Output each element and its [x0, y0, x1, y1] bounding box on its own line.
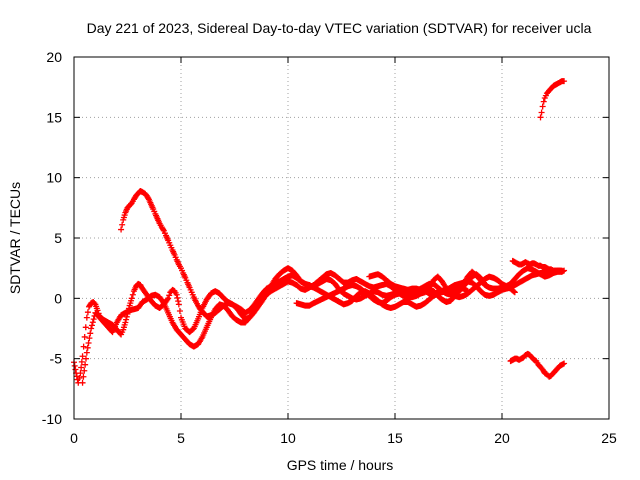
series-track-h — [537, 78, 568, 121]
data-point — [78, 364, 85, 371]
data-point — [160, 298, 167, 305]
data-point — [174, 294, 181, 301]
data-point — [173, 291, 180, 298]
data-point — [123, 316, 130, 323]
data-point — [79, 353, 86, 360]
series-track-a — [71, 267, 565, 386]
y-axis-label: SDTVAR / TECUs — [7, 182, 23, 294]
data-point — [87, 330, 94, 337]
data-point — [91, 300, 98, 307]
series-track-g — [507, 350, 568, 380]
data-point — [72, 366, 79, 373]
chart-title: Day 221 of 2023, Sidereal Day-to-day VTE… — [87, 20, 592, 36]
x-axis-label: GPS time / hours — [287, 457, 394, 473]
y-tick-label: 10 — [46, 170, 62, 186]
data-point — [81, 333, 88, 340]
data-point — [71, 362, 78, 369]
data-point — [119, 221, 126, 228]
y-tick-label: 15 — [46, 109, 62, 125]
x-tick-label: 25 — [601, 430, 617, 446]
data-point — [84, 344, 91, 351]
data-point — [88, 325, 95, 332]
data-point — [86, 335, 93, 342]
y-tick-label: -10 — [42, 411, 62, 427]
data-point — [77, 370, 84, 377]
y-tick-label: 20 — [46, 49, 62, 65]
data-point — [510, 288, 517, 295]
data-point — [164, 296, 171, 303]
x-tick-label: 5 — [177, 430, 185, 446]
data-point — [175, 298, 182, 305]
data-point — [80, 343, 87, 350]
data-point — [85, 339, 92, 346]
data-point — [561, 267, 568, 274]
data-point — [176, 308, 183, 315]
series-track-d — [293, 273, 518, 309]
data-point — [538, 109, 545, 116]
data-point — [166, 292, 173, 299]
series-track-c — [118, 187, 471, 322]
data-point — [82, 324, 89, 331]
y-tick-label: 0 — [54, 290, 62, 306]
data-point — [118, 226, 125, 233]
series-track-f — [509, 257, 568, 275]
data-point — [82, 361, 89, 368]
data-point — [165, 295, 172, 302]
y-tick-label: -5 — [50, 351, 63, 367]
y-tick-label: 5 — [54, 230, 62, 246]
grid-lines — [74, 57, 609, 419]
data-point — [88, 322, 95, 329]
data-point — [160, 226, 167, 233]
data-point — [78, 358, 85, 365]
data-point — [82, 355, 89, 362]
data-series — [71, 78, 568, 386]
x-tick-label: 10 — [280, 430, 296, 446]
data-point — [561, 78, 568, 85]
data-point — [84, 309, 91, 316]
data-point — [122, 319, 129, 326]
data-point — [561, 360, 568, 367]
data-point — [129, 291, 136, 298]
data-point — [511, 289, 518, 296]
data-point — [175, 301, 182, 308]
data-point — [539, 103, 546, 110]
x-tick-label: 15 — [387, 430, 403, 446]
data-point — [89, 319, 96, 326]
data-point — [81, 367, 88, 374]
data-point — [540, 98, 547, 105]
data-point — [76, 374, 83, 381]
data-point — [83, 349, 90, 356]
data-point — [128, 295, 135, 302]
x-tick-label: 20 — [494, 430, 510, 446]
data-point — [83, 314, 90, 321]
data-point — [537, 114, 544, 121]
x-tick-label: 0 — [70, 430, 78, 446]
data-point — [79, 379, 86, 386]
axis-ticks: 0 5 10 15 20 25 -10 -5 0 5 10 15 20 — [42, 49, 617, 446]
data-point — [90, 316, 97, 323]
data-point — [80, 373, 87, 380]
series-track-e — [366, 265, 565, 297]
